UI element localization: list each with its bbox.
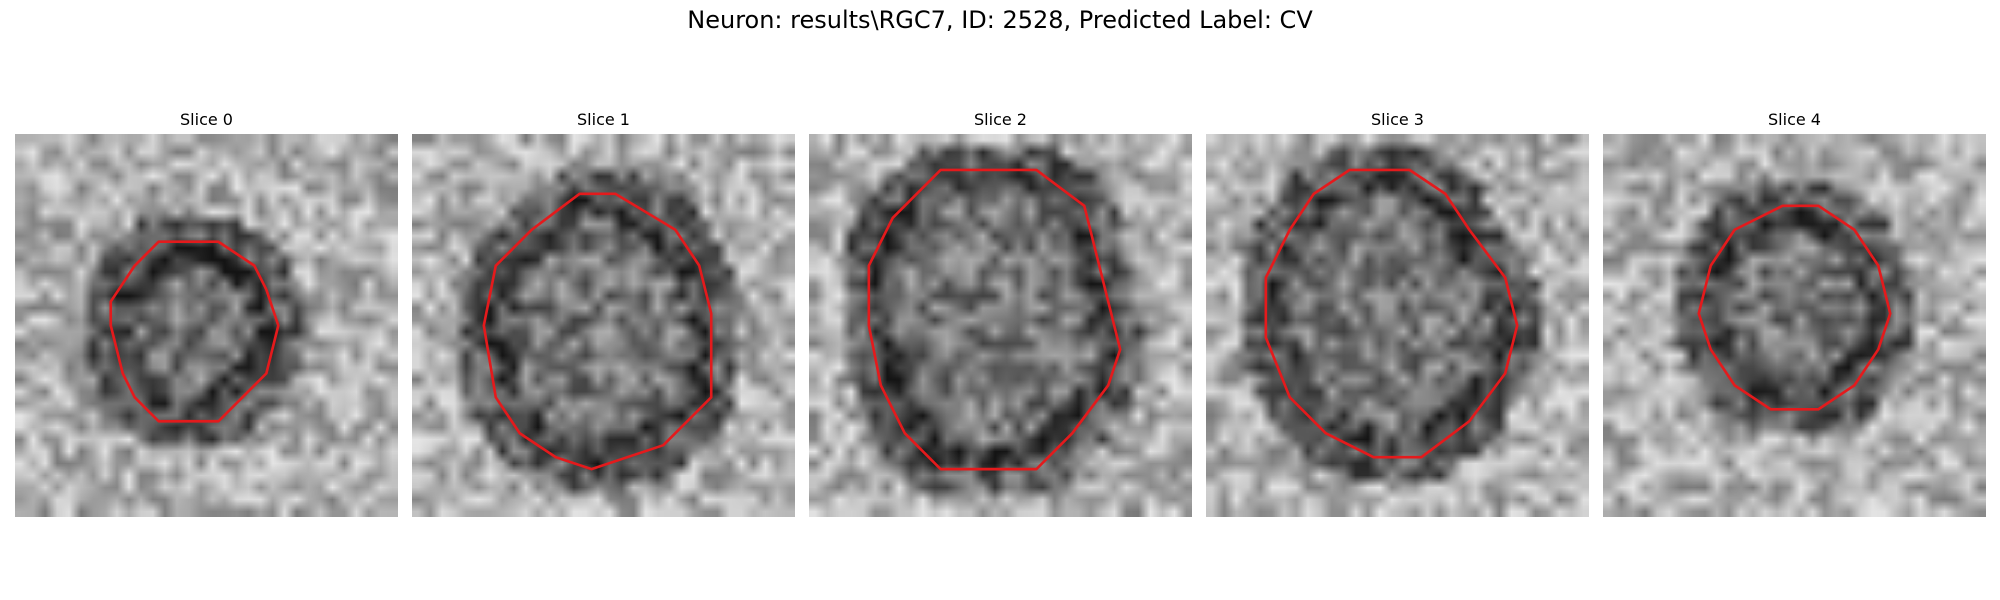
segmentation-contour-overlay <box>1264 168 1519 459</box>
segmentation-contour-overlay <box>482 192 713 471</box>
slice-image <box>1603 134 1986 517</box>
segmentation-contour-overlay <box>109 240 280 423</box>
segmentation-contour <box>482 192 713 471</box>
slice-title: Slice 0 <box>180 110 233 129</box>
slice-title: Slice 3 <box>1371 110 1424 129</box>
slice-image <box>15 134 398 517</box>
slice-title: Slice 1 <box>577 110 630 129</box>
segmentation-contour-overlay <box>1697 204 1892 411</box>
slice-panel-0: Slice 0 <box>15 110 398 517</box>
slice-image <box>809 134 1192 517</box>
slice-panel-1: Slice 1 <box>412 110 795 517</box>
segmentation-contour <box>1264 168 1519 459</box>
slice-image <box>1206 134 1589 517</box>
slice-panel-4: Slice 4 <box>1603 110 1986 517</box>
segmentation-contour <box>109 240 280 423</box>
figure-title: Neuron: results\RGC7, ID: 2528, Predicte… <box>687 6 1313 34</box>
slice-title: Slice 2 <box>974 110 1027 129</box>
slice-panel-3: Slice 3 <box>1206 110 1589 517</box>
segmentation-contour-overlay <box>867 168 1122 471</box>
slice-panel-2: Slice 2 <box>809 110 1192 517</box>
segmentation-contour <box>867 168 1122 471</box>
slice-image <box>412 134 795 517</box>
segmentation-contour <box>1697 204 1892 411</box>
slice-title: Slice 4 <box>1768 110 1821 129</box>
